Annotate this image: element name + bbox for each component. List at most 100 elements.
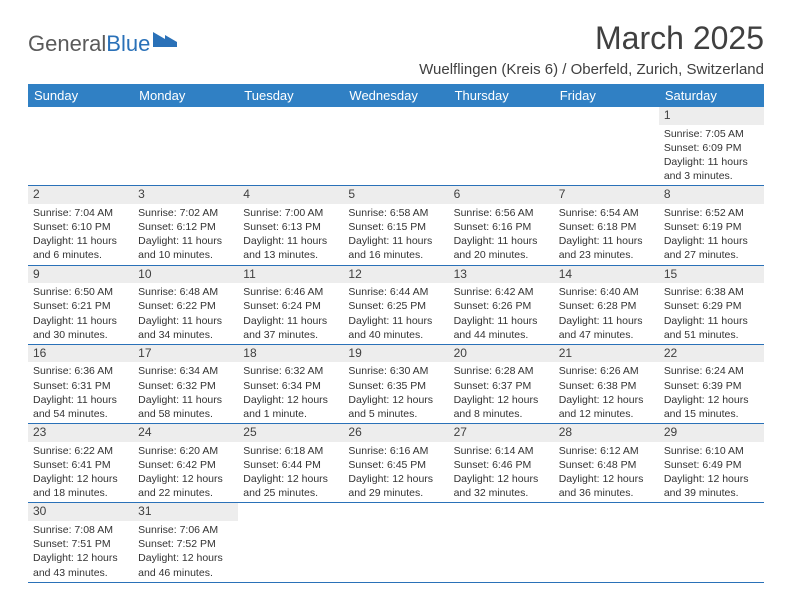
- day-cell: [449, 107, 554, 186]
- day-content: Sunrise: 7:08 AMSunset: 7:51 PMDaylight:…: [28, 521, 133, 582]
- day-cell: [449, 503, 554, 582]
- day-content: Sunrise: 7:04 AMSunset: 6:10 PMDaylight:…: [28, 204, 133, 265]
- day-number: 10: [133, 266, 238, 284]
- day-cell: [554, 503, 659, 582]
- day-content: Sunrise: 6:52 AMSunset: 6:19 PMDaylight:…: [659, 204, 764, 265]
- week-row: 23Sunrise: 6:22 AMSunset: 6:41 PMDayligh…: [28, 424, 764, 503]
- day-cell: 24Sunrise: 6:20 AMSunset: 6:42 PMDayligh…: [133, 424, 238, 503]
- day-content: Sunrise: 6:36 AMSunset: 6:31 PMDaylight:…: [28, 362, 133, 423]
- day-content: Sunrise: 6:12 AMSunset: 6:48 PMDaylight:…: [554, 442, 659, 503]
- day-content: Sunrise: 6:56 AMSunset: 6:16 PMDaylight:…: [449, 204, 554, 265]
- day-number: 12: [343, 266, 448, 284]
- day-number: 6: [449, 186, 554, 204]
- day-cell: [133, 107, 238, 186]
- day-content: Sunrise: 6:22 AMSunset: 6:41 PMDaylight:…: [28, 442, 133, 503]
- day-number: 29: [659, 424, 764, 442]
- logo: GeneralBlue: [28, 28, 178, 60]
- day-number: 5: [343, 186, 448, 204]
- header: GeneralBlue March 2025 Wuelflingen (Krei…: [28, 20, 764, 82]
- day-content: Sunrise: 6:48 AMSunset: 6:22 PMDaylight:…: [133, 283, 238, 344]
- day-cell: 30Sunrise: 7:08 AMSunset: 7:51 PMDayligh…: [28, 503, 133, 582]
- day-content: Sunrise: 6:54 AMSunset: 6:18 PMDaylight:…: [554, 204, 659, 265]
- day-content: Sunrise: 6:38 AMSunset: 6:29 PMDaylight:…: [659, 283, 764, 344]
- day-number: 1: [659, 107, 764, 125]
- week-row: 16Sunrise: 6:36 AMSunset: 6:31 PMDayligh…: [28, 344, 764, 423]
- day-cell: [238, 107, 343, 186]
- day-content: Sunrise: 6:24 AMSunset: 6:39 PMDaylight:…: [659, 362, 764, 423]
- day-number: 3: [133, 186, 238, 204]
- logo-flag-icon: [152, 28, 178, 54]
- day-cell: 14Sunrise: 6:40 AMSunset: 6:28 PMDayligh…: [554, 265, 659, 344]
- day-cell: 7Sunrise: 6:54 AMSunset: 6:18 PMDaylight…: [554, 186, 659, 265]
- week-row: 9Sunrise: 6:50 AMSunset: 6:21 PMDaylight…: [28, 265, 764, 344]
- day-cell: 4Sunrise: 7:00 AMSunset: 6:13 PMDaylight…: [238, 186, 343, 265]
- day-number: 17: [133, 345, 238, 363]
- day-number: 26: [343, 424, 448, 442]
- day-cell: [238, 503, 343, 582]
- day-cell: 3Sunrise: 7:02 AMSunset: 6:12 PMDaylight…: [133, 186, 238, 265]
- day-cell: [28, 107, 133, 186]
- day-cell: 17Sunrise: 6:34 AMSunset: 6:32 PMDayligh…: [133, 344, 238, 423]
- day-header: Saturday: [659, 84, 764, 107]
- day-header: Sunday: [28, 84, 133, 107]
- day-content: Sunrise: 6:46 AMSunset: 6:24 PMDaylight:…: [238, 283, 343, 344]
- day-content: Sunrise: 6:34 AMSunset: 6:32 PMDaylight:…: [133, 362, 238, 423]
- day-header-row: SundayMondayTuesdayWednesdayThursdayFrid…: [28, 84, 764, 107]
- calendar-page: GeneralBlue March 2025 Wuelflingen (Krei…: [0, 0, 792, 593]
- logo-text-blue: Blue: [106, 31, 150, 57]
- day-header: Wednesday: [343, 84, 448, 107]
- day-content: Sunrise: 6:28 AMSunset: 6:37 PMDaylight:…: [449, 362, 554, 423]
- day-number: 14: [554, 266, 659, 284]
- day-number: 13: [449, 266, 554, 284]
- day-number: 9: [28, 266, 133, 284]
- day-content: Sunrise: 6:50 AMSunset: 6:21 PMDaylight:…: [28, 283, 133, 344]
- day-content: Sunrise: 6:40 AMSunset: 6:28 PMDaylight:…: [554, 283, 659, 344]
- day-number: 8: [659, 186, 764, 204]
- logo-text-gray: General: [28, 31, 106, 57]
- day-cell: 5Sunrise: 6:58 AMSunset: 6:15 PMDaylight…: [343, 186, 448, 265]
- day-cell: 1Sunrise: 7:05 AMSunset: 6:09 PMDaylight…: [659, 107, 764, 186]
- day-cell: 6Sunrise: 6:56 AMSunset: 6:16 PMDaylight…: [449, 186, 554, 265]
- day-content: Sunrise: 6:10 AMSunset: 6:49 PMDaylight:…: [659, 442, 764, 503]
- day-number: 4: [238, 186, 343, 204]
- day-number: 28: [554, 424, 659, 442]
- calendar-body: 1Sunrise: 7:05 AMSunset: 6:09 PMDaylight…: [28, 107, 764, 582]
- day-number: 15: [659, 266, 764, 284]
- day-number: 25: [238, 424, 343, 442]
- day-content: Sunrise: 7:05 AMSunset: 6:09 PMDaylight:…: [659, 125, 764, 186]
- day-cell: 21Sunrise: 6:26 AMSunset: 6:38 PMDayligh…: [554, 344, 659, 423]
- day-number: 16: [28, 345, 133, 363]
- day-header: Thursday: [449, 84, 554, 107]
- day-cell: 31Sunrise: 7:06 AMSunset: 7:52 PMDayligh…: [133, 503, 238, 582]
- day-cell: 26Sunrise: 6:16 AMSunset: 6:45 PMDayligh…: [343, 424, 448, 503]
- day-cell: 27Sunrise: 6:14 AMSunset: 6:46 PMDayligh…: [449, 424, 554, 503]
- day-number: 7: [554, 186, 659, 204]
- week-row: 1Sunrise: 7:05 AMSunset: 6:09 PMDaylight…: [28, 107, 764, 186]
- day-cell: [659, 503, 764, 582]
- day-cell: [343, 503, 448, 582]
- day-cell: [343, 107, 448, 186]
- month-title: March 2025: [419, 20, 764, 57]
- day-content: Sunrise: 6:30 AMSunset: 6:35 PMDaylight:…: [343, 362, 448, 423]
- day-header: Friday: [554, 84, 659, 107]
- day-cell: 2Sunrise: 7:04 AMSunset: 6:10 PMDaylight…: [28, 186, 133, 265]
- day-number: 22: [659, 345, 764, 363]
- day-number: 21: [554, 345, 659, 363]
- day-content: Sunrise: 6:26 AMSunset: 6:38 PMDaylight:…: [554, 362, 659, 423]
- day-content: Sunrise: 6:16 AMSunset: 6:45 PMDaylight:…: [343, 442, 448, 503]
- day-content: Sunrise: 7:06 AMSunset: 7:52 PMDaylight:…: [133, 521, 238, 582]
- day-content: Sunrise: 6:42 AMSunset: 6:26 PMDaylight:…: [449, 283, 554, 344]
- day-number: 2: [28, 186, 133, 204]
- day-cell: 10Sunrise: 6:48 AMSunset: 6:22 PMDayligh…: [133, 265, 238, 344]
- day-cell: 15Sunrise: 6:38 AMSunset: 6:29 PMDayligh…: [659, 265, 764, 344]
- day-cell: 12Sunrise: 6:44 AMSunset: 6:25 PMDayligh…: [343, 265, 448, 344]
- day-cell: 19Sunrise: 6:30 AMSunset: 6:35 PMDayligh…: [343, 344, 448, 423]
- day-number: 20: [449, 345, 554, 363]
- day-cell: 11Sunrise: 6:46 AMSunset: 6:24 PMDayligh…: [238, 265, 343, 344]
- day-cell: 16Sunrise: 6:36 AMSunset: 6:31 PMDayligh…: [28, 344, 133, 423]
- day-number: 18: [238, 345, 343, 363]
- day-number: 11: [238, 266, 343, 284]
- day-cell: [554, 107, 659, 186]
- day-content: Sunrise: 7:00 AMSunset: 6:13 PMDaylight:…: [238, 204, 343, 265]
- day-content: Sunrise: 6:14 AMSunset: 6:46 PMDaylight:…: [449, 442, 554, 503]
